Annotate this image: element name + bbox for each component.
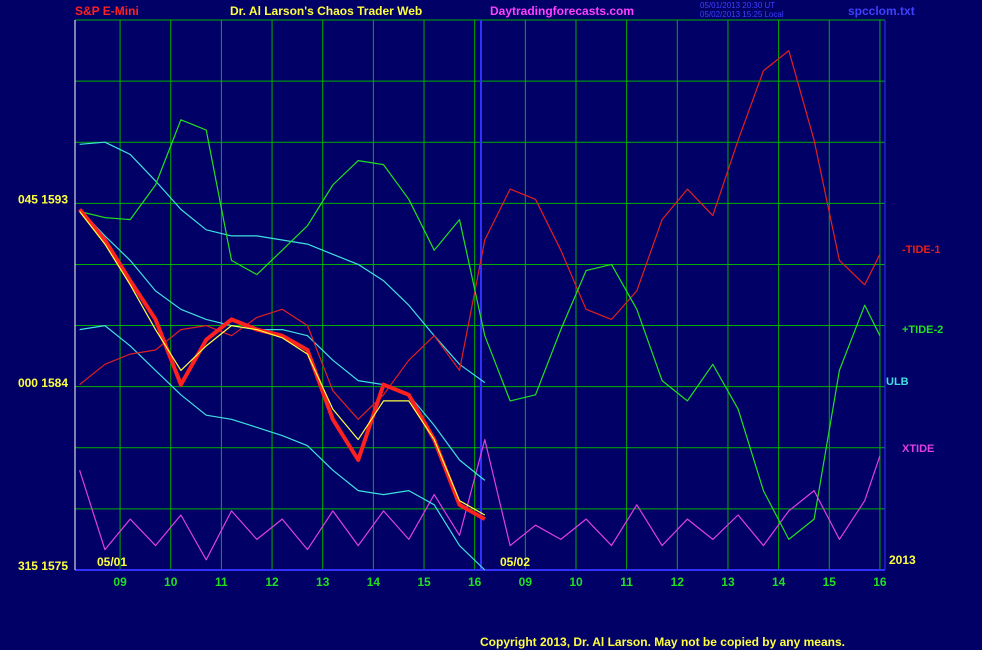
y-tick-label: 045 1593 bbox=[18, 193, 68, 207]
x-tick-label: 12 bbox=[671, 575, 685, 589]
date-label: 05/01 bbox=[97, 555, 127, 569]
chart-title: Dr. Al Larson's Chaos Trader Web bbox=[230, 4, 422, 18]
y-tick-label: 000 1584 bbox=[18, 376, 68, 390]
x-tick-label: 15 bbox=[823, 575, 837, 589]
x-tick-label: 14 bbox=[772, 575, 786, 589]
x-tick-label: 16 bbox=[873, 575, 887, 589]
series-line bbox=[79, 439, 881, 561]
site: Daytradingforecasts.com bbox=[490, 4, 634, 18]
copyright: Copyright 2013, Dr. Al Larson. May not b… bbox=[480, 635, 845, 649]
x-tick-label: 14 bbox=[367, 575, 381, 589]
stamp: 05/02/2013 15:25 Local bbox=[700, 10, 784, 19]
x-tick-label: 15 bbox=[417, 575, 431, 589]
series bbox=[78, 50, 881, 571]
x-tick-label: 09 bbox=[113, 575, 127, 589]
x-tick-label: 09 bbox=[519, 575, 533, 589]
stamp: 05/01/2013 20:30 UT bbox=[700, 1, 775, 10]
x-tick-label: 10 bbox=[569, 575, 583, 589]
series-label: +TIDE-2 bbox=[902, 324, 943, 336]
series-line bbox=[79, 119, 881, 540]
series-label: -TIDE-1 bbox=[902, 244, 941, 256]
series-label: ULB bbox=[886, 376, 909, 388]
symbol: S&P E-Mini bbox=[75, 4, 139, 18]
series-label: XTIDE bbox=[902, 443, 934, 455]
date-label: 05/02 bbox=[500, 555, 530, 569]
x-tick-label: 13 bbox=[316, 575, 330, 589]
x-tick-label: 16 bbox=[468, 575, 482, 589]
y-tick-label: 315 1575 bbox=[18, 559, 68, 573]
series-line bbox=[79, 141, 486, 384]
x-tick-label: 12 bbox=[265, 575, 279, 589]
series-line bbox=[79, 211, 486, 516]
x-tick-label: 11 bbox=[620, 575, 633, 589]
date-label: 2013 bbox=[889, 553, 916, 567]
x-tick-label: 13 bbox=[721, 575, 735, 589]
file-name: spcclom.txt bbox=[848, 4, 915, 18]
series-line bbox=[79, 325, 486, 571]
series-line bbox=[79, 208, 486, 481]
x-tick-label: 11 bbox=[215, 575, 228, 589]
series-line bbox=[79, 50, 881, 420]
x-tick-label: 10 bbox=[164, 575, 178, 589]
series-line bbox=[78, 208, 486, 521]
